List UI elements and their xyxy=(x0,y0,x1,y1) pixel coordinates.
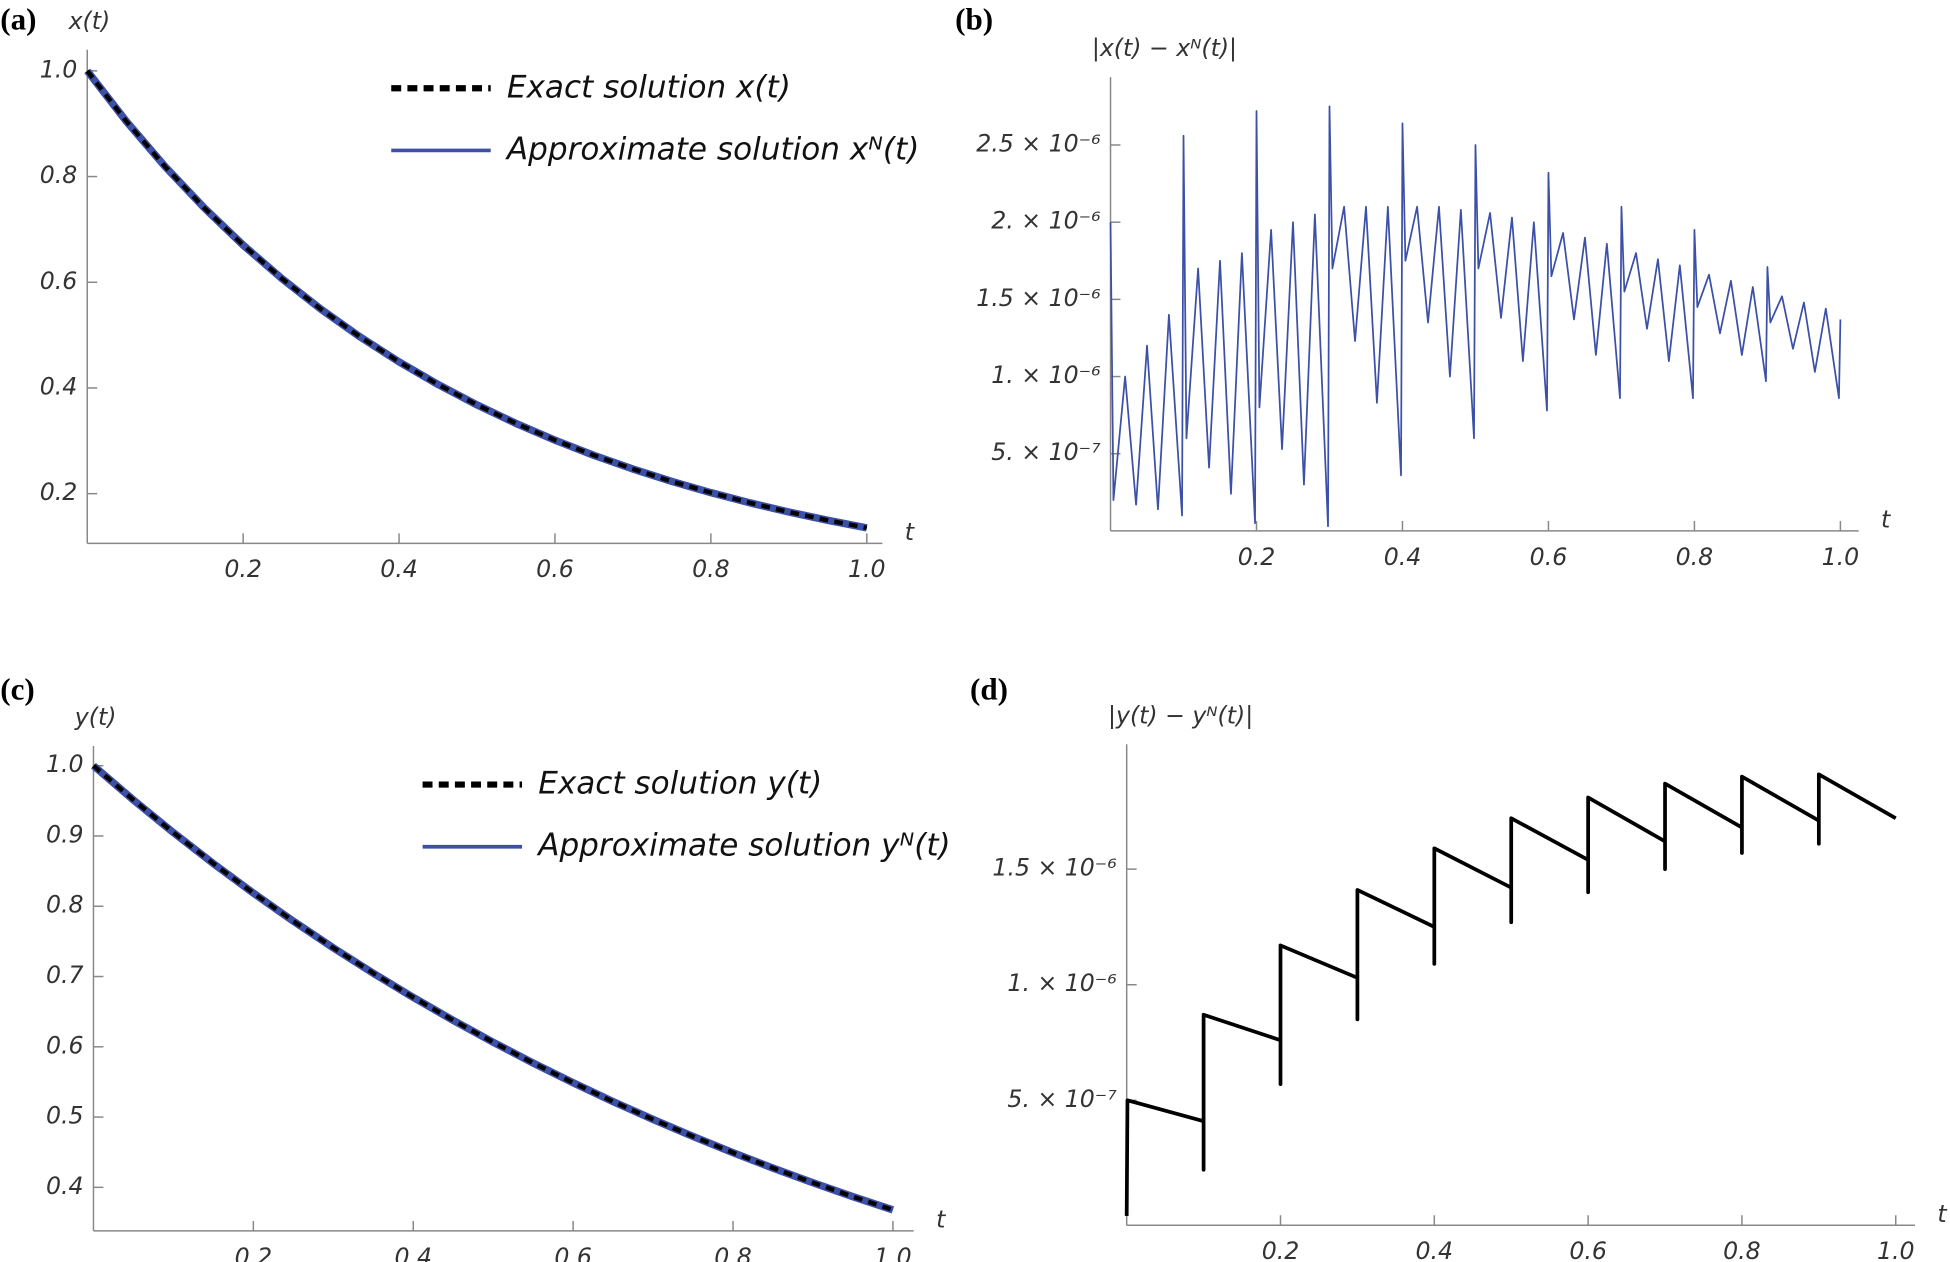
y-tick-label: 1. × 10⁻⁶ xyxy=(1007,969,1116,997)
x-tick-label: 0.2 xyxy=(1238,543,1276,571)
y-axis-label: |x(t) − xᴺ(t)| xyxy=(1092,34,1237,62)
x-axis-label: t xyxy=(936,1205,946,1233)
x-tick-label: 1.0 xyxy=(1877,1237,1915,1262)
x-tick-label: 0.8 xyxy=(714,1243,752,1262)
x-axis-label: t xyxy=(905,518,915,546)
y-tick-label: 5. × 10⁻⁷ xyxy=(1007,1085,1117,1113)
legend-label: Exact solution x(t) xyxy=(507,69,791,105)
x-axis-label: t xyxy=(1881,505,1891,533)
y-tick-label: 0.5 xyxy=(46,1102,84,1130)
x-tick-label: 0.8 xyxy=(1723,1237,1761,1262)
y-tick-label: 5. × 10⁻⁷ xyxy=(991,438,1101,466)
panel-label: (b) xyxy=(955,2,993,37)
y-tick-label: 0.2 xyxy=(40,478,78,506)
x-tick-label: 0.2 xyxy=(235,1243,273,1262)
y-tick-label: 1.0 xyxy=(40,55,78,83)
x-tick-label: 0.6 xyxy=(554,1243,592,1262)
legend-label: Exact solution y(t) xyxy=(538,766,822,802)
y-tick-label: 2. × 10⁻⁶ xyxy=(991,207,1100,235)
x-tick-label: 0.4 xyxy=(394,1243,432,1262)
series-line xyxy=(85,69,868,530)
x-tick-label: 0.6 xyxy=(1530,543,1568,571)
y-tick-label: 2.5 × 10⁻⁶ xyxy=(976,130,1100,158)
series-line xyxy=(92,764,894,1212)
y-tick-label: 0.7 xyxy=(46,961,84,989)
legend-label: Approximate solution yᴺ(t) xyxy=(536,828,950,864)
x-tick-label: 0.6 xyxy=(536,555,574,583)
x-tick-label: 0.4 xyxy=(1384,543,1422,571)
y-tick-label: 0.6 xyxy=(46,1031,84,1059)
y-tick-label: 0.8 xyxy=(40,161,78,189)
x-axis-label: t xyxy=(1937,1200,1947,1228)
y-tick-label: 0.8 xyxy=(46,891,84,919)
x-tick-label: 0.6 xyxy=(1569,1237,1607,1262)
y-tick-label: 1. × 10⁻⁶ xyxy=(991,361,1100,389)
x-tick-label: 0.4 xyxy=(1416,1237,1454,1262)
x-tick-label: 0.8 xyxy=(692,555,730,583)
x-tick-label: 1.0 xyxy=(848,555,886,583)
x-tick-label: 0.2 xyxy=(1262,1237,1300,1262)
y-tick-label: 1.5 × 10⁻⁶ xyxy=(992,854,1116,882)
y-axis-label: |y(t) − yᴺ(t)| xyxy=(1108,701,1253,729)
x-tick-label: 0.8 xyxy=(1676,543,1714,571)
y-axis-label: y(t) xyxy=(74,703,117,731)
panel-label: (d) xyxy=(970,672,1008,707)
panel-label: (c) xyxy=(0,672,34,707)
y-tick-label: 0.4 xyxy=(40,372,78,400)
y-tick-label: 0.9 xyxy=(46,820,84,848)
legend-label: Approximate solution xᴺ(t) xyxy=(505,131,919,167)
panel-label: (a) xyxy=(0,2,36,37)
x-tick-label: 1.0 xyxy=(1822,543,1860,571)
y-tick-label: 1.5 × 10⁻⁶ xyxy=(976,284,1100,312)
series-line xyxy=(1124,772,1897,1216)
y-tick-label: 0.6 xyxy=(40,267,78,295)
y-axis-label: x(t) xyxy=(68,7,111,35)
y-tick-label: 0.4 xyxy=(46,1172,84,1200)
series-line xyxy=(1109,105,1842,528)
y-tick-label: 1.0 xyxy=(46,750,84,778)
x-tick-label: 0.4 xyxy=(380,555,418,583)
x-tick-label: 0.2 xyxy=(224,555,262,583)
x-tick-label: 1.0 xyxy=(874,1243,912,1262)
